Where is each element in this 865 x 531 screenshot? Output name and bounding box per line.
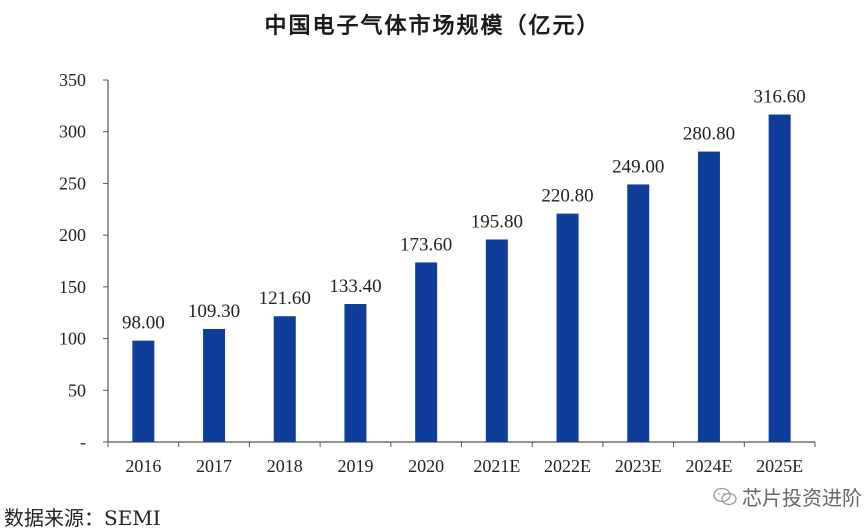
bar [768,114,791,443]
y-tick-label: 300 [59,122,86,142]
bar [485,239,508,442]
x-tick-label: 2016 [125,456,161,476]
bar [273,316,296,442]
bar-value-label: 220.80 [541,186,593,207]
x-tick-label: 2017 [196,456,232,476]
watermark: 芯片投资进阶 [712,482,862,511]
bar-value-label: 249.00 [612,156,664,177]
data-source-note: 数据来源：SEMI [4,506,161,530]
watermark-text: 芯片投资进阶 [742,486,862,510]
bar-value-label: 280.80 [683,124,735,145]
x-tick-label: 2024E [685,456,732,476]
bar-value-label: 133.40 [329,276,381,297]
bar [627,184,650,442]
bar [344,304,367,442]
bar-value-label: 195.80 [471,211,523,232]
y-tick-label: 350 [59,70,86,90]
bar-value-label: 121.60 [259,288,311,309]
bar-chart: - 50 100 150 200 250 300 350 98.00 2016 109.30 2017… [59,70,816,476]
y-tick-label: 250 [59,173,86,193]
bar-value-label: 173.60 [400,234,452,255]
bar-value-label: 316.60 [754,87,806,108]
x-tick-label: 2025E [756,456,803,476]
x-tick-label: 2019 [337,456,373,476]
chart-title: 中国电子气体市场规模（亿元） [264,14,601,39]
bar-value-label: 109.30 [188,301,240,322]
x-tick-label: 2018 [267,456,303,476]
y-tick-label: 100 [59,329,86,349]
wechat-icon [713,487,737,505]
y-tick-label: 150 [59,277,86,297]
y-tick-label: 50 [68,380,86,400]
y-tick-label: - [80,432,86,452]
x-tick-label: 2021E [473,456,520,476]
bar [697,151,720,442]
x-tick-label: 2023E [615,456,662,476]
y-tick-label: 200 [59,225,86,245]
bar [203,328,226,442]
bar-value-label: 98.00 [122,313,165,334]
bar [415,262,438,442]
bar [132,340,155,442]
x-tick-label: 2020 [408,456,444,476]
bar [556,213,579,442]
x-tick-label: 2022E [544,456,591,476]
